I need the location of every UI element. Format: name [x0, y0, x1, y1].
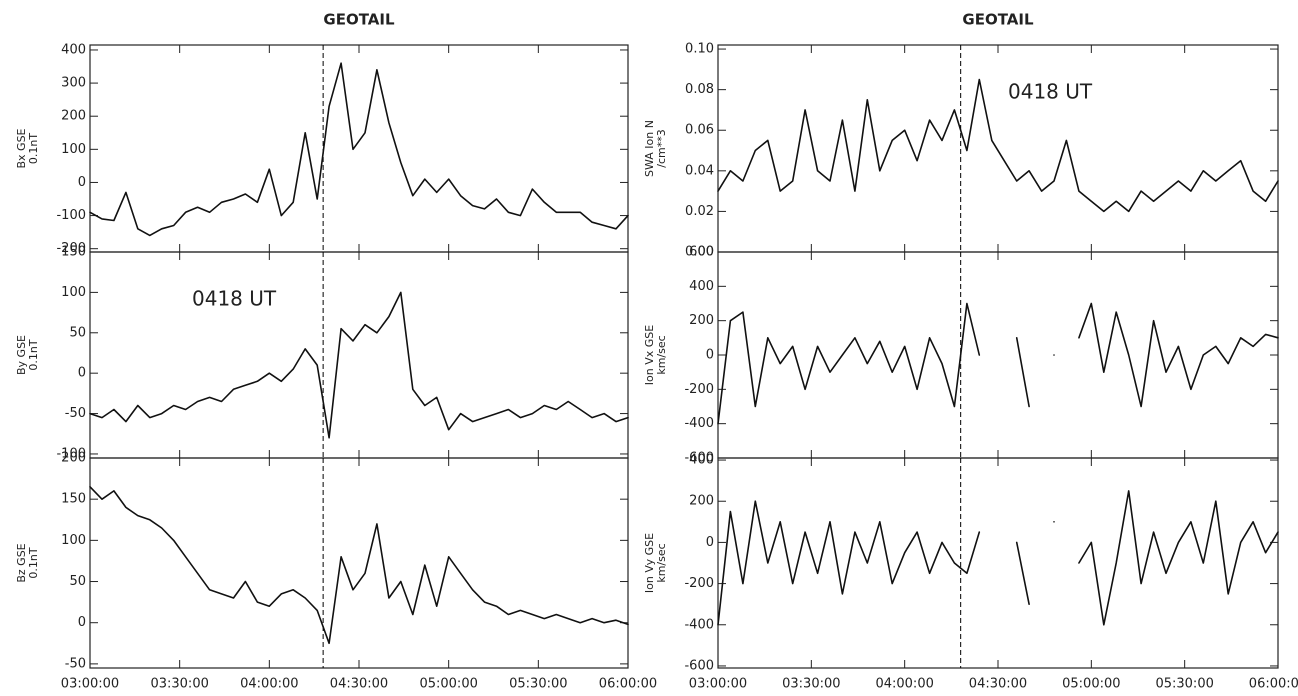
y-tick-label: -50: [65, 406, 86, 421]
x-tick-label: 03:00:00: [61, 677, 119, 692]
y-axis-label-line: km/sec: [655, 543, 668, 582]
y-tick-label: 50: [69, 325, 86, 340]
y-tick-label: 100: [61, 285, 86, 300]
y-tick-label: 150: [61, 492, 86, 507]
y-tick-label: 150: [61, 245, 86, 260]
y-tick-label: -400: [684, 416, 714, 431]
y-tick-label: 200: [689, 494, 714, 509]
x-tick-label: 04:00:00: [875, 677, 933, 692]
y-tick-label: 0.04: [685, 163, 714, 178]
x-tick-label: 03:30:00: [782, 677, 840, 692]
y-tick-label: 0.08: [685, 82, 714, 97]
y-tick-label: 0.00: [685, 245, 714, 260]
y-axis-label-line: /cm**3: [655, 129, 668, 167]
y-tick-label: -200: [684, 576, 714, 591]
x-tick-label: 04:30:00: [969, 677, 1027, 692]
panel-frame: [89, 44, 629, 253]
chart-title: GEOTAIL: [962, 11, 1034, 29]
y-axis-label: Bx GSE0.1nT: [15, 128, 40, 168]
y-tick-label: 200: [61, 451, 86, 466]
y-tick-label: 400: [689, 453, 714, 468]
y-axis-label: SWA Ion N/cm**3: [643, 120, 668, 177]
x-tick-label: 04:00:00: [240, 677, 298, 692]
y-tick-label: 400: [61, 42, 86, 57]
x-tick-label: 04:30:00: [330, 677, 388, 692]
y-tick-label: 0.02: [685, 204, 714, 219]
panel-frame: [717, 44, 1279, 253]
y-tick-label: 0: [78, 175, 86, 190]
y-tick-label: -600: [684, 658, 714, 673]
y-tick-label: 0: [78, 366, 86, 381]
x-tick-label: 05:00:00: [1062, 677, 1120, 692]
y-tick-label: 600: [689, 245, 714, 260]
x-tick-label: 05:30:00: [1155, 677, 1213, 692]
panel-frame: [717, 457, 1279, 669]
chart-title: GEOTAIL: [323, 11, 395, 29]
y-tick-label: 100: [61, 533, 86, 548]
data-line: [89, 486, 629, 645]
panel-frame: [717, 251, 1279, 459]
panel-frame: [89, 251, 629, 459]
y-axis-label: Ion Vx GSEkm/sec: [643, 325, 668, 385]
y-axis-label: Bz GSE0.1nT: [15, 543, 40, 582]
data-line: [89, 62, 629, 237]
y-axis-label-line: 0.1nT: [27, 339, 40, 370]
y-tick-label: -50: [65, 656, 86, 671]
data-line: [717, 302, 1279, 425]
y-tick-label: -600: [684, 451, 714, 466]
y-tick-label: -400: [684, 617, 714, 632]
panel-frame: [89, 457, 629, 669]
y-axis-label-line: km/sec: [655, 335, 668, 374]
y-axis-label-line: Bx GSE: [15, 128, 28, 168]
x-tick-label: 06:00:00: [1249, 677, 1298, 692]
y-axis-label-line: By GSE: [15, 335, 28, 375]
y-tick-label: 200: [61, 109, 86, 124]
y-tick-label: -200: [684, 382, 714, 397]
y-tick-label: 400: [689, 279, 714, 294]
y-axis-label-line: Ion Vy GSE: [643, 533, 656, 593]
x-tick-label: 03:00:00: [689, 677, 747, 692]
y-tick-label: 0: [706, 348, 714, 363]
y-tick-label: -200: [56, 241, 86, 256]
annotation: 0418 UT: [192, 287, 277, 311]
y-tick-label: 100: [61, 142, 86, 157]
y-tick-label: 0: [706, 535, 714, 550]
y-axis-label-line: 0.1nT: [27, 547, 40, 578]
y-tick-label: -100: [56, 446, 86, 461]
data-line: [717, 78, 1279, 213]
x-tick-label: 05:00:00: [419, 677, 477, 692]
y-axis-label: By GSE0.1nT: [15, 335, 40, 375]
data-line: [717, 490, 1279, 626]
y-axis-label-line: Bz GSE: [15, 543, 28, 582]
x-tick-label: 06:00:00: [599, 677, 657, 692]
x-tick-label: 03:30:00: [150, 677, 208, 692]
y-tick-label: 0.10: [685, 42, 714, 57]
y-tick-label: 50: [69, 574, 86, 589]
y-tick-label: 200: [689, 313, 714, 328]
y-axis-label: Ion Vy GSEkm/sec: [643, 533, 668, 593]
y-axis-label-line: 0.1nT: [27, 133, 40, 164]
data-line: [89, 291, 629, 439]
x-tick-label: 05:30:00: [509, 677, 567, 692]
y-tick-label: 300: [61, 76, 86, 91]
y-tick-label: 0: [78, 615, 86, 630]
annotation: 0418 UT: [1008, 80, 1093, 104]
y-axis-label-line: Ion Vx GSE: [643, 325, 656, 385]
y-tick-label: -100: [56, 208, 86, 223]
y-tick-label: 0.06: [685, 123, 714, 138]
y-axis-label-line: SWA Ion N: [643, 120, 656, 177]
